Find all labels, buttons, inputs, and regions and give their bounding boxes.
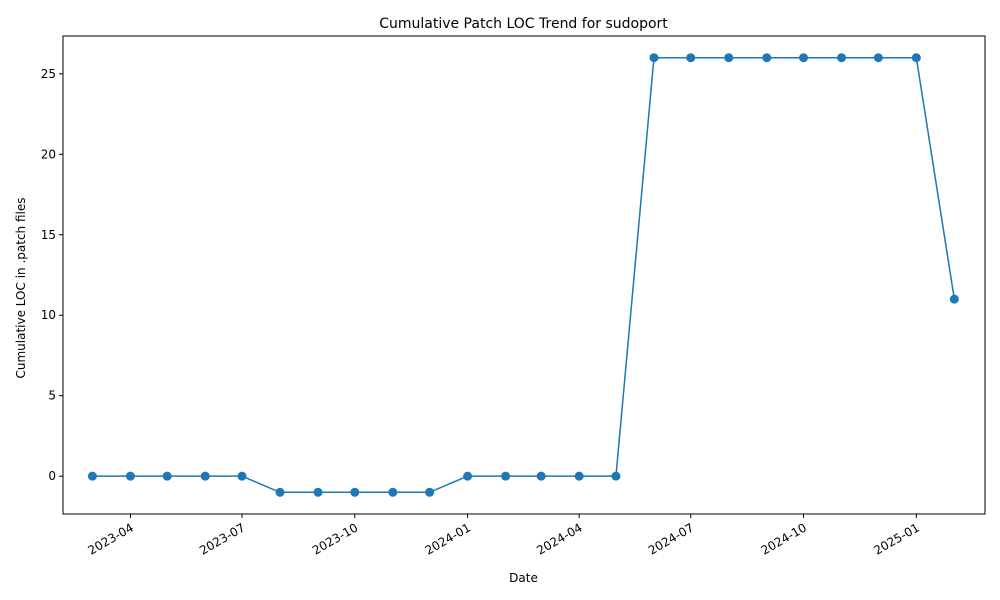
y-tick-label: 25	[41, 67, 56, 81]
x-axis-label: Date	[509, 571, 538, 585]
y-tick-label: 20	[41, 147, 56, 161]
data-point	[574, 471, 584, 481]
data-point	[237, 471, 247, 481]
y-tick-label: 0	[48, 469, 56, 483]
data-point	[501, 471, 511, 481]
x-tick-label: 2023-07	[197, 520, 247, 557]
data-point	[162, 471, 172, 481]
data-point	[762, 53, 772, 63]
x-tick-label: 2024-04	[534, 520, 584, 557]
y-tick-label: 10	[41, 308, 56, 322]
data-point	[949, 294, 959, 304]
x-tick-label: 2023-04	[86, 520, 136, 557]
data-point	[125, 471, 135, 481]
data-point	[911, 53, 921, 63]
x-tick-label: 2024-10	[759, 520, 809, 557]
y-tick-label: 5	[48, 389, 56, 403]
x-tick-label: 2023-10	[310, 520, 360, 557]
series-line	[92, 56, 956, 494]
data-point	[313, 487, 323, 497]
chart-title: Cumulative Patch LOC Trend for sudoport	[379, 16, 668, 32]
data-point	[837, 53, 847, 63]
plot-frame	[62, 35, 986, 515]
x-axis: 2023-04 2023-07 2023-10 2024-01 2024-04 2024-…	[86, 514, 922, 558]
data-point	[350, 487, 360, 497]
data-point	[275, 487, 285, 497]
data-point	[873, 53, 883, 63]
data-point	[200, 471, 210, 481]
data-point	[536, 471, 546, 481]
data-point	[686, 53, 696, 63]
x-tick-label: 2024-07	[646, 520, 696, 557]
data-point	[799, 53, 809, 63]
data-point	[611, 471, 621, 481]
data-point	[649, 53, 659, 63]
data-point	[463, 471, 473, 481]
data-point	[87, 471, 97, 481]
x-tick-label: 2024-01	[423, 520, 473, 557]
data-point	[388, 487, 398, 497]
x-tick-label: 2025-01	[871, 520, 921, 557]
y-tick-label: 15	[41, 228, 56, 242]
data-point	[724, 53, 734, 63]
y-axis: 0 5 10 15 20 25	[41, 67, 63, 483]
data-point	[425, 487, 435, 497]
series-group	[87, 53, 959, 497]
y-axis-label: Cumulative LOC in .patch files	[14, 198, 28, 379]
